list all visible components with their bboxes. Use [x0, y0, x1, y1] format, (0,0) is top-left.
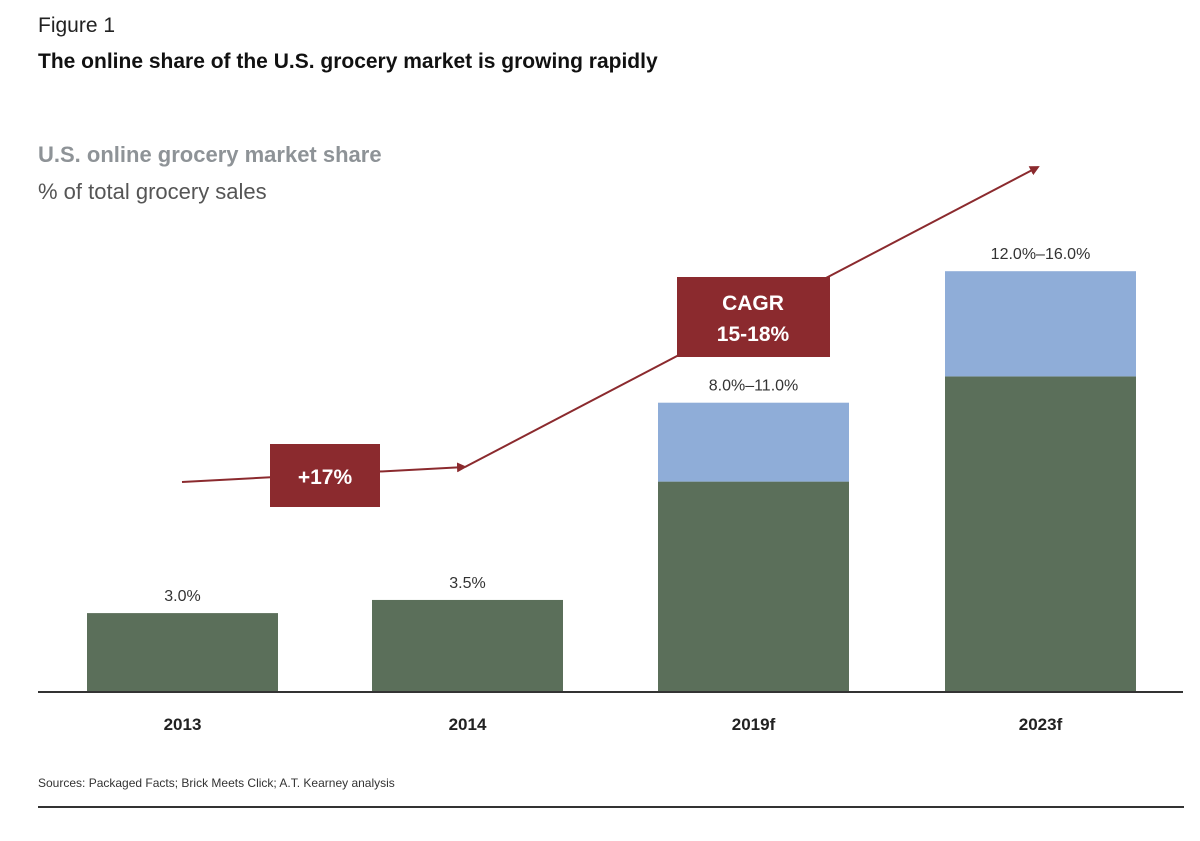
- bar-range-2023f: [945, 271, 1136, 377]
- x-tick-label: 2023f: [1019, 715, 1063, 734]
- figure-title: The online share of the U.S. grocery mar…: [38, 50, 658, 73]
- cagr-label: CAGR: [722, 292, 784, 315]
- y-axis-label: % of total grocery sales: [38, 179, 267, 204]
- bar-base-2019f: [658, 481, 849, 692]
- bar-range-2019f: [658, 402, 849, 482]
- x-tick-label: 2014: [449, 715, 487, 734]
- bar-base-2023f: [945, 376, 1136, 692]
- data-label: 12.0%–16.0%: [991, 246, 1091, 263]
- cagr-box: [677, 277, 830, 357]
- x-tick-label: 2013: [164, 715, 202, 734]
- x-tick-label: 2019f: [732, 715, 776, 734]
- chart-title: U.S. online grocery market share: [38, 142, 382, 167]
- cagr-value: 15-18%: [717, 323, 790, 346]
- data-label: 8.0%–11.0%: [709, 378, 799, 395]
- figure-label: Figure 1: [38, 14, 116, 37]
- growth-label: +17%: [298, 466, 353, 489]
- bar-base-2014: [372, 599, 563, 692]
- sources-note: Sources: Packaged Facts; Brick Meets Cli…: [38, 776, 395, 790]
- data-label: 3.0%: [164, 588, 200, 605]
- data-label: 3.5%: [449, 575, 485, 592]
- bottom-rule: [38, 806, 1184, 808]
- growth-box: [270, 444, 380, 507]
- bar-base-2013: [87, 613, 278, 692]
